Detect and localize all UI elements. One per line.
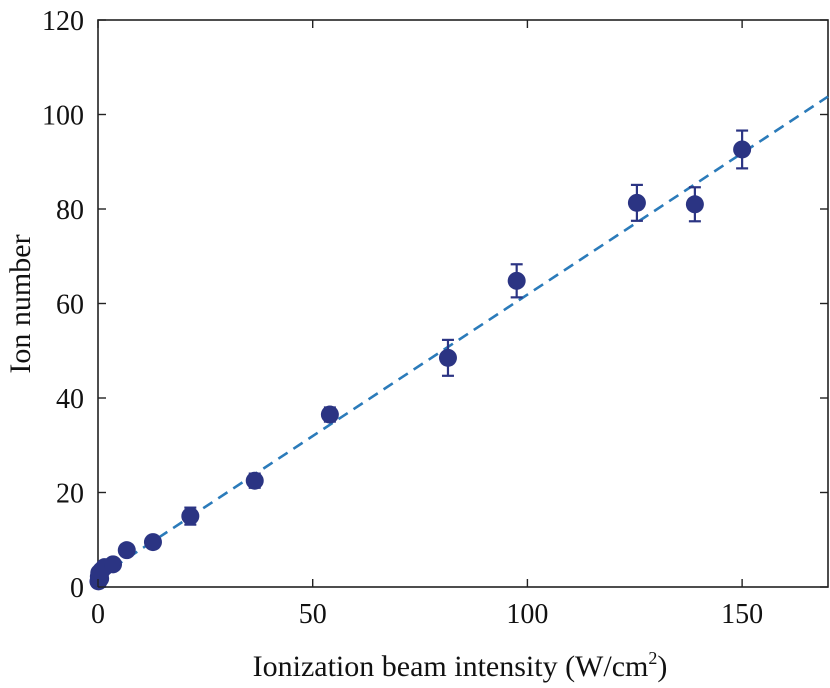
- data-marker: [143, 533, 162, 552]
- data-marker: [181, 507, 200, 526]
- y-tick-label: 80: [56, 195, 84, 226]
- fit-line-layer: [97, 95, 829, 579]
- data-marker: [685, 195, 704, 214]
- fit-line: [97, 95, 829, 579]
- x-tick-label: 100: [506, 599, 548, 630]
- data-marker: [245, 471, 264, 490]
- data-marker: [507, 271, 526, 290]
- data-marker: [627, 193, 646, 212]
- data-point: [507, 263, 526, 299]
- data-marker: [733, 140, 752, 159]
- data-points-layer: [89, 129, 752, 591]
- data-point: [627, 183, 646, 222]
- y-tick-label: 120: [42, 6, 84, 37]
- data-point: [245, 471, 264, 490]
- y-tick-label: 60: [56, 290, 84, 321]
- x-tick-label: 50: [299, 599, 327, 630]
- data-point: [143, 533, 162, 552]
- x-axis-title-main: Ionization beam intensity (W/cm: [253, 650, 649, 683]
- data-marker: [438, 348, 457, 367]
- plot-frame: [97, 19, 829, 588]
- data-point: [733, 129, 752, 170]
- data-point: [320, 405, 339, 424]
- x-axis-title-superscript: 2: [648, 648, 657, 668]
- x-axis-title-close: ): [657, 650, 667, 683]
- data-point: [117, 541, 136, 560]
- data-point: [438, 338, 457, 377]
- data-point: [104, 555, 123, 574]
- data-marker: [104, 555, 123, 574]
- y-tick-label: 0: [70, 573, 84, 604]
- x-tick-label: 0: [91, 599, 105, 630]
- ticks-layer: 0 50 100 150 0 20 40 60 80 100 120: [42, 6, 828, 630]
- y-axis-title: Ion number: [4, 234, 37, 373]
- y-tick-label: 100: [42, 101, 84, 132]
- y-tick-label: 40: [56, 384, 84, 415]
- x-axis-title: Ionization beam intensity (W/cm2): [253, 648, 668, 683]
- data-marker: [117, 541, 136, 560]
- data-marker: [320, 405, 339, 424]
- y-tick-label: 20: [56, 479, 84, 510]
- data-point: [181, 506, 200, 526]
- x-tick-label: 150: [721, 599, 763, 630]
- data-point: [685, 186, 704, 223]
